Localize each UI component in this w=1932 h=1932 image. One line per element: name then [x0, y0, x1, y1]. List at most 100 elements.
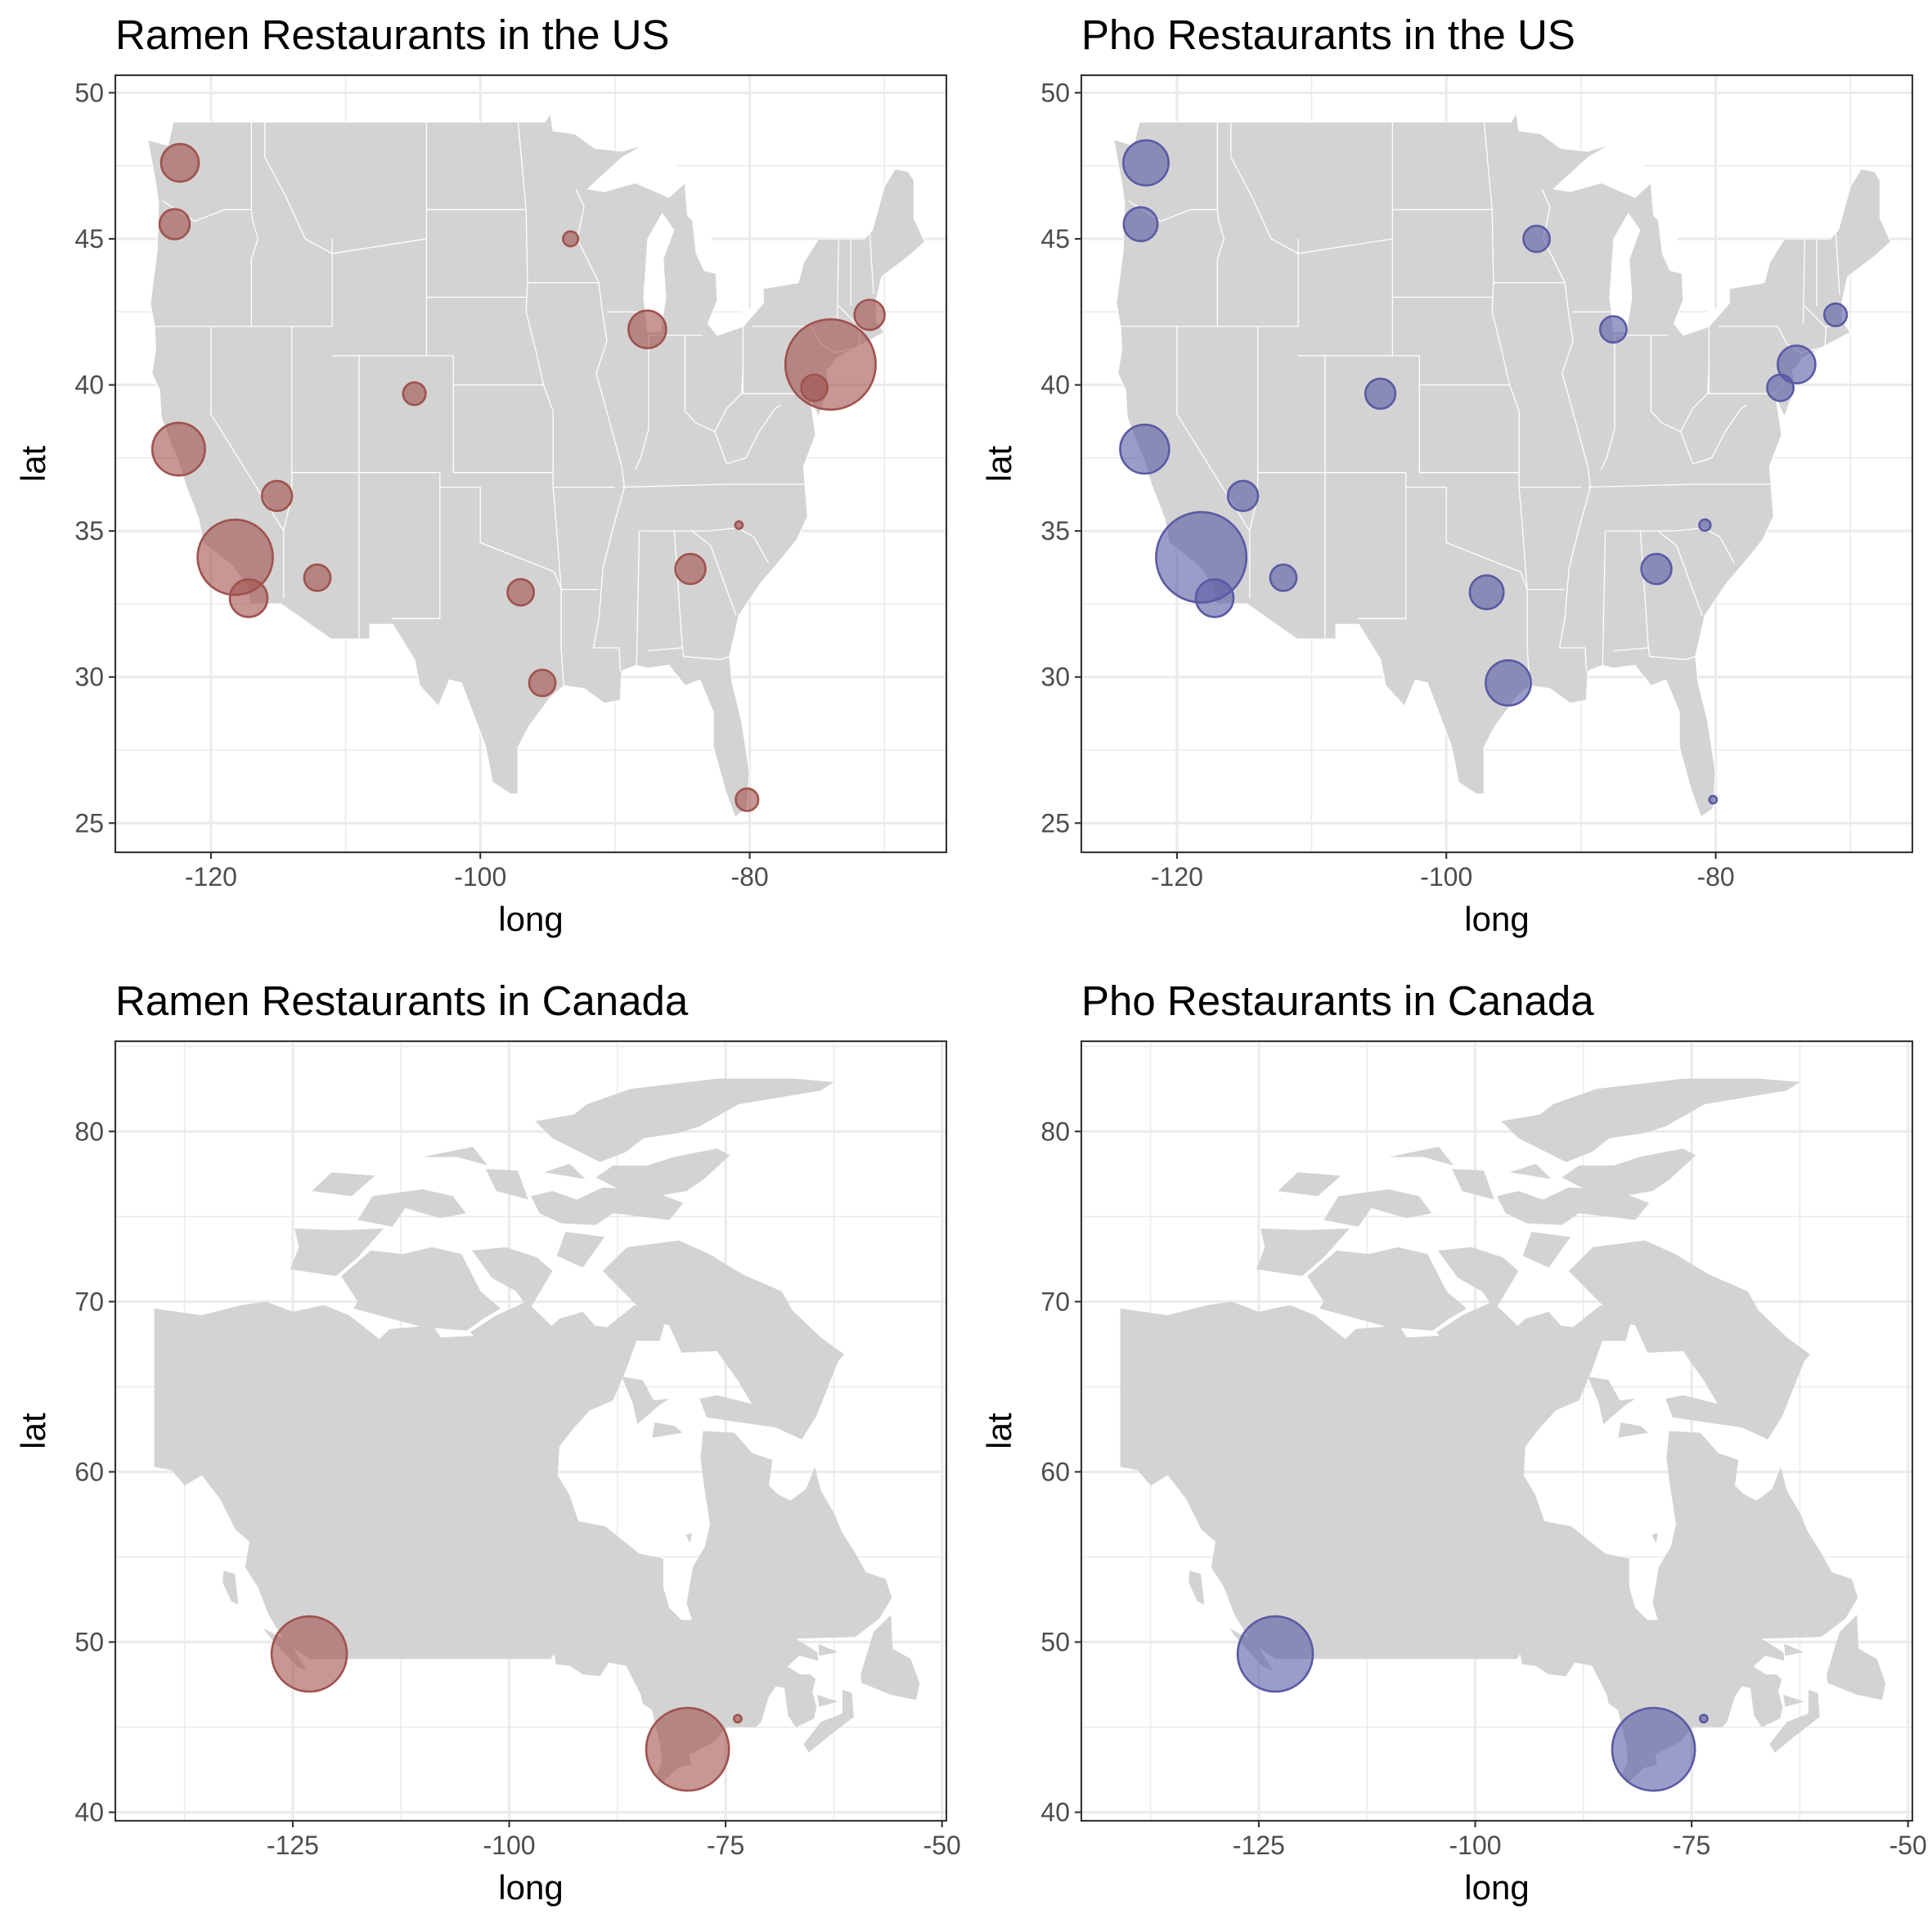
- canada-mainland: [154, 1301, 892, 1784]
- x-tick-label: -50: [923, 1831, 961, 1860]
- canada-island: [1618, 1422, 1649, 1438]
- restaurant-point: [1485, 659, 1532, 707]
- state-border: [1216, 122, 1225, 327]
- x-tick-label: -50: [1889, 1831, 1927, 1860]
- canada-island: [531, 1187, 684, 1225]
- restaurant-point: [1640, 552, 1673, 586]
- canada-island: [1388, 1147, 1454, 1166]
- state-border: [684, 335, 716, 433]
- great-lake: [752, 267, 802, 292]
- x-tick-label: -80: [730, 862, 768, 892]
- panel-ramen-canada: -125 -100 -75 -50 40 50 60 70 80 Ramen Restaurant…: [14, 977, 961, 1907]
- state-border: [1802, 238, 1805, 324]
- state-border: [1639, 531, 1649, 649]
- restaurant-point: [1364, 377, 1397, 410]
- canada-island: [817, 1695, 838, 1707]
- canada-island: [543, 1163, 586, 1179]
- y-tick-label: 80: [74, 1117, 104, 1146]
- canada-island: [556, 1232, 604, 1268]
- restaurant-points: [151, 142, 886, 812]
- restaurant-point: [735, 787, 760, 812]
- canada-island: [622, 1376, 670, 1425]
- state-border: [264, 122, 427, 254]
- canada-island: [818, 1643, 838, 1656]
- canada-island: [422, 1147, 488, 1166]
- y-axis-title: lat: [980, 445, 1018, 482]
- state-border: [1602, 531, 1606, 666]
- state-border: [1230, 122, 1393, 254]
- restaurant-point: [1119, 423, 1170, 475]
- plot-area: [1081, 75, 1912, 852]
- canada-island: [1651, 1533, 1658, 1543]
- state-border: [1835, 230, 1840, 294]
- x-axis-title: long: [498, 900, 563, 938]
- canada-island: [803, 1689, 854, 1753]
- canada-island: [472, 1247, 553, 1310]
- restaurant-point: [1226, 479, 1260, 512]
- y-tick-label: 50: [1040, 1628, 1070, 1657]
- y-tick-label: 35: [1040, 516, 1070, 546]
- y-tick-label: 35: [74, 516, 104, 546]
- y-axis-title: lat: [14, 445, 52, 482]
- y-tick-label: 50: [1040, 78, 1070, 107]
- canada-island: [1588, 1376, 1636, 1425]
- restaurant-points: [270, 1615, 743, 1792]
- panel-ramen-us: -120 -100 -80 25 30 35 40 45 50 Ramen Restaurants…: [14, 11, 948, 938]
- panel-border: [114, 74, 948, 854]
- state-border: [1357, 472, 1407, 619]
- canada-island: [290, 1228, 384, 1277]
- canada-island: [860, 1615, 920, 1701]
- y-tick-label: 70: [1040, 1287, 1070, 1316]
- state-border: [1520, 571, 1566, 591]
- state-border: [636, 531, 640, 666]
- state-border: [250, 122, 259, 327]
- canada-island: [1509, 1163, 1552, 1179]
- state-border: [1657, 530, 1703, 616]
- x-tick-label: -100: [1420, 862, 1472, 892]
- great-lake: [1552, 133, 1651, 198]
- state-border: [836, 238, 839, 324]
- canada-island: [1452, 1169, 1494, 1200]
- y-tick-label: 40: [1040, 371, 1070, 400]
- restaurant-point: [1236, 1615, 1314, 1693]
- state-border: [635, 335, 649, 470]
- canada-island: [1278, 1172, 1341, 1197]
- restaurant-point: [402, 381, 427, 407]
- state-border: [1405, 486, 1521, 573]
- restaurant-point: [1698, 1714, 1709, 1724]
- panel-border: [1080, 1040, 1914, 1822]
- restaurant-point: [528, 668, 557, 698]
- x-tick-label: -125: [267, 1831, 319, 1860]
- panel-title: Ramen Restaurants in the US: [115, 11, 670, 58]
- restaurant-point: [1194, 577, 1235, 618]
- y-tick-label: 25: [1040, 808, 1070, 838]
- y-tick-label: 30: [1040, 663, 1070, 692]
- state-border: [210, 326, 285, 599]
- canada-island: [535, 1078, 834, 1162]
- state-border: [714, 367, 781, 465]
- great-lake: [586, 133, 685, 198]
- canada-island: [1783, 1695, 1804, 1707]
- restaurant-point: [1122, 139, 1170, 187]
- canada-island: [685, 1533, 692, 1543]
- canada-island: [470, 1301, 566, 1346]
- y-tick-label: 30: [74, 663, 104, 692]
- x-tick-label: -75: [1673, 1831, 1710, 1860]
- canada-basemap: [154, 1078, 920, 1784]
- canada-island: [1769, 1689, 1820, 1753]
- restaurant-points: [1236, 1615, 1709, 1792]
- restaurant-point: [1708, 794, 1719, 805]
- restaurant-point: [506, 577, 536, 607]
- great-lake: [1657, 218, 1683, 274]
- canada-island: [1436, 1301, 1532, 1346]
- canada-island: [1784, 1643, 1804, 1656]
- state-border: [673, 531, 683, 649]
- state-border: [1601, 335, 1615, 470]
- restaurant-point: [1823, 302, 1849, 328]
- y-tick-label: 45: [74, 224, 104, 254]
- state-border: [1804, 305, 1831, 327]
- state-border: [647, 647, 730, 660]
- restaurant-point: [270, 1615, 348, 1693]
- state-border: [1588, 483, 1772, 488]
- canada-island: [222, 1570, 239, 1605]
